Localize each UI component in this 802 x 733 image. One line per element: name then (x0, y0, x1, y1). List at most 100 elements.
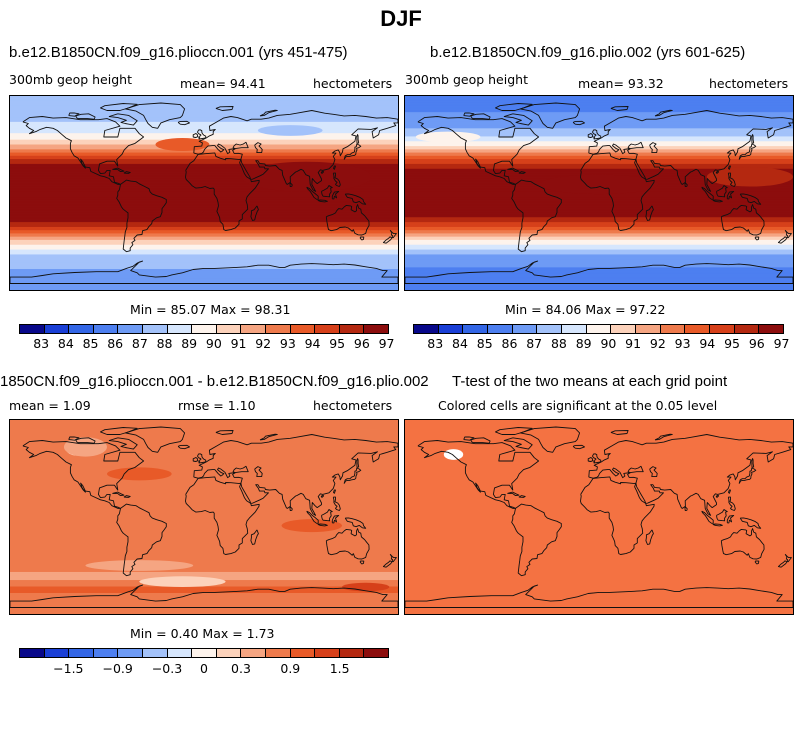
panel2-field-band (405, 134, 793, 138)
panel3-field-band (10, 597, 398, 601)
panel2-field-band (405, 171, 793, 175)
panel3-coast-srilanka (289, 506, 293, 511)
panel3-coast-madagascar (250, 529, 259, 545)
panel1-field-band (10, 257, 398, 260)
panel2-coast-hispaniola (518, 171, 526, 174)
panel2-field-band (405, 167, 793, 170)
panel2-field-band (405, 142, 793, 146)
panel3-coast-africa (185, 476, 260, 555)
panel3-colorbar-swatch (93, 649, 119, 657)
panel2-field-band (405, 257, 793, 260)
panel3-colorbar-swatch (290, 649, 316, 657)
panel1-coast-eurasia (193, 110, 398, 192)
panel2-field-band (405, 155, 793, 159)
panel2-field-band (405, 283, 793, 286)
panel3-colorbar-tick: −0.3 (151, 661, 183, 676)
panel2-field-band (405, 247, 793, 251)
panel3-colorbar-swatch (265, 649, 291, 657)
panel2-field-band (405, 201, 793, 204)
panel2-map (404, 95, 794, 291)
panel3-field-band (10, 468, 398, 471)
panel2-colorbar-swatch (710, 325, 735, 333)
panel1-field-band (10, 136, 398, 139)
panel1-field-band (10, 129, 398, 133)
panel2-coast-svalbard (610, 106, 629, 111)
panel2-field-band (405, 278, 793, 281)
panel4-coast-newzealand_n (784, 553, 792, 563)
panel1-field-band (10, 286, 398, 289)
panel4-coastlines (405, 426, 793, 608)
panel3-field-band (10, 518, 398, 521)
panel3-field-band (10, 559, 398, 562)
panel3-field-band (10, 423, 398, 426)
panel2-field-band (405, 265, 793, 268)
panel1-field-band (10, 163, 398, 167)
panel1-field-band (10, 244, 398, 247)
panel4-coast-java (712, 523, 723, 527)
panel1-colorbar-ticks: 83 84 85 86 87 88 89 90 91 92 93 94 95 96 97 (19, 336, 394, 351)
panel3-field-band (10, 458, 398, 462)
panel1-coast-iceland (177, 120, 190, 126)
panel2-coast-newzealand_s (777, 236, 788, 244)
panel3-field-band (10, 489, 398, 492)
panel1-coast-hispaniola (123, 171, 131, 174)
panel1-field-band (10, 223, 398, 226)
panel1-field-band (10, 273, 398, 277)
panel3-field-band (10, 515, 398, 518)
panel2-title: b.e12.B1850CN.f09_g16.plio.002 (yrs 601-… (430, 44, 746, 61)
panel2-field-band (405, 128, 793, 131)
panel3-field-band (10, 517, 398, 520)
panel4-coast-cuba (507, 491, 520, 497)
panel1-field-band (10, 184, 398, 188)
panel2-field-band (405, 270, 793, 273)
panel2-field-band (405, 222, 793, 225)
panel3-field-band (10, 431, 398, 434)
panel2-field-band (405, 220, 793, 223)
panel1-field-band (10, 270, 398, 273)
panel3-field-band (10, 447, 398, 450)
panel1-coast-sakhalin (356, 134, 360, 144)
panel3-rmse: rmse = 1.10 (178, 398, 256, 413)
panel1-field-band (10, 280, 398, 283)
panel3-coast-sakhalin (356, 458, 360, 468)
panel3-field-band (10, 510, 398, 513)
panel1-colorbar-swatch (339, 325, 365, 333)
panel1-mean: mean= 94.41 (180, 76, 266, 91)
panel4-not-significant-region (443, 449, 464, 460)
panel2-colorbar-tick: 85 (476, 336, 493, 351)
panel2-field-band (405, 280, 793, 283)
panel1-field-band (10, 288, 398, 290)
panel1-coast-svalbard (215, 106, 234, 111)
panel1-field-band (10, 214, 398, 217)
panel3-field-band (10, 497, 398, 500)
panel3-colorbar-swatch (192, 649, 217, 657)
panel1-coast-caspian (254, 142, 263, 154)
panel3-colorbar-swatch (339, 649, 365, 657)
panel2-field-band (405, 118, 793, 121)
panel1-field-band (10, 228, 398, 231)
panel1-field-band (10, 268, 398, 272)
panel2-coast-iceland (572, 120, 585, 126)
panel3-field-band (10, 502, 398, 505)
panel1-field-band (10, 217, 398, 220)
panel2-colorbar-tick: 94 (699, 336, 716, 351)
panel2-field-band (405, 218, 793, 222)
panel1-field-band (10, 231, 398, 235)
panel1-field-band (10, 175, 398, 178)
panel1-field-band (10, 183, 398, 186)
panel2-coast-southAmerica (511, 179, 562, 253)
panel2-field-band (405, 212, 793, 215)
panel1-field-band (10, 212, 398, 215)
panel1-coast-northAmerica (22, 116, 145, 185)
panel4-coast-japan (738, 467, 757, 484)
panel1-coast-tasmania (359, 236, 365, 241)
panel2-field-band (405, 125, 793, 128)
panel3-field-band (10, 441, 398, 444)
panel1-colorbar-swatch (69, 325, 94, 333)
panel1-field-band (10, 233, 398, 236)
panel1-colorbar-swatch (265, 325, 291, 333)
panel1-field-band (10, 150, 398, 154)
panel3-field-south-atlantic-low (139, 576, 226, 588)
panel3-field-band (10, 460, 398, 463)
panel1-coast-philippines (332, 172, 341, 187)
